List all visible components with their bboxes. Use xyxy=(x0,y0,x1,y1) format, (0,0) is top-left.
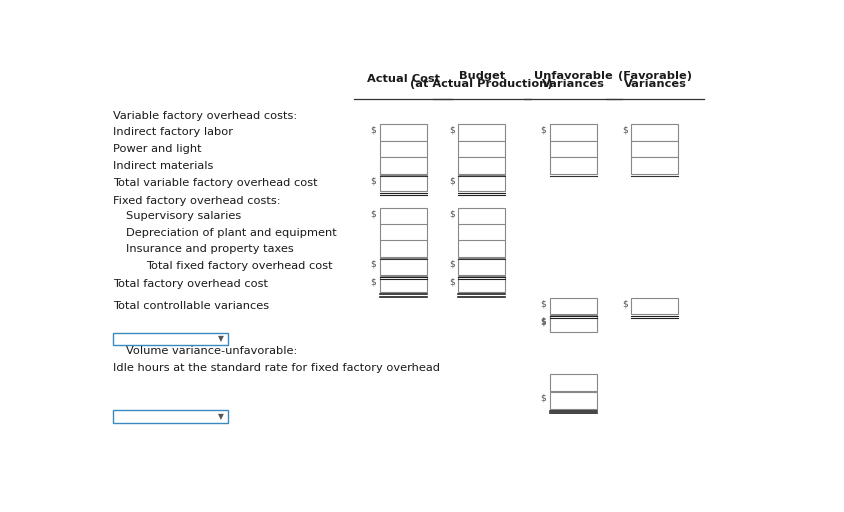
Text: Insurance and property taxes: Insurance and property taxes xyxy=(127,244,295,254)
Text: $: $ xyxy=(371,126,376,135)
Bar xyxy=(113,410,228,422)
Bar xyxy=(549,297,597,314)
Text: $: $ xyxy=(371,210,376,219)
Bar xyxy=(458,276,506,292)
Text: Budget: Budget xyxy=(458,71,505,81)
Text: Power and light: Power and light xyxy=(113,144,202,154)
Text: Variances: Variances xyxy=(624,79,686,89)
Text: Indirect factory labor: Indirect factory labor xyxy=(113,127,233,137)
Bar xyxy=(380,124,427,141)
Text: $: $ xyxy=(449,176,455,185)
Text: Idle hours at the standard rate for fixed factory overhead: Idle hours at the standard rate for fixe… xyxy=(113,363,441,373)
Text: Total controllable variances: Total controllable variances xyxy=(113,301,269,311)
Text: (Favorable): (Favorable) xyxy=(618,71,692,81)
Bar xyxy=(380,208,427,225)
Bar xyxy=(631,124,679,141)
Text: Volume variance-unfavorable:: Volume variance-unfavorable: xyxy=(127,346,298,356)
Text: Total fixed factory overhead cost: Total fixed factory overhead cost xyxy=(146,262,333,271)
Bar xyxy=(458,224,506,241)
Text: Total variable factory overhead cost: Total variable factory overhead cost xyxy=(113,178,318,188)
Bar xyxy=(380,241,427,257)
Bar xyxy=(549,141,597,157)
Text: ▼: ▼ xyxy=(219,412,225,421)
Bar xyxy=(458,258,506,275)
Bar xyxy=(458,208,506,225)
Text: Actual Cost: Actual Cost xyxy=(366,74,440,84)
Bar xyxy=(549,314,597,331)
Bar xyxy=(458,141,506,157)
Text: $: $ xyxy=(541,316,546,325)
Bar xyxy=(458,157,506,174)
Bar xyxy=(380,157,427,174)
Bar xyxy=(549,315,597,332)
Bar xyxy=(113,333,228,345)
Bar xyxy=(380,276,427,292)
Text: $: $ xyxy=(541,300,546,308)
Text: Supervisory salaries: Supervisory salaries xyxy=(127,211,241,221)
Bar xyxy=(549,374,597,391)
Text: $: $ xyxy=(541,126,546,135)
Text: $: $ xyxy=(371,278,376,287)
Bar xyxy=(549,157,597,174)
Text: Unfavorable: Unfavorable xyxy=(533,71,613,81)
Text: $: $ xyxy=(371,260,376,269)
Text: (at Actual Production): (at Actual Production) xyxy=(410,79,553,89)
Text: $: $ xyxy=(449,278,455,287)
Text: $: $ xyxy=(371,176,376,185)
Bar xyxy=(631,297,679,314)
Text: $: $ xyxy=(541,394,546,403)
Text: Depreciation of plant and equipment: Depreciation of plant and equipment xyxy=(127,227,338,238)
Text: $: $ xyxy=(622,300,628,308)
Bar xyxy=(380,224,427,241)
Bar xyxy=(380,175,427,191)
Text: $: $ xyxy=(449,126,455,135)
Bar xyxy=(458,175,506,191)
Text: $: $ xyxy=(622,126,628,135)
Text: Indirect materials: Indirect materials xyxy=(113,161,214,170)
Bar xyxy=(380,258,427,275)
Text: Total factory overhead cost: Total factory overhead cost xyxy=(113,279,268,289)
Bar xyxy=(549,392,597,409)
Text: $: $ xyxy=(541,317,546,326)
Text: Variable factory overhead costs:: Variable factory overhead costs: xyxy=(113,111,298,121)
Text: Fixed factory overhead costs:: Fixed factory overhead costs: xyxy=(113,196,281,206)
Text: Variances: Variances xyxy=(542,79,604,89)
Bar xyxy=(458,124,506,141)
Bar xyxy=(549,124,597,141)
Bar xyxy=(380,141,427,157)
Text: $: $ xyxy=(449,260,455,269)
Bar xyxy=(631,141,679,157)
Bar xyxy=(458,241,506,257)
Text: $: $ xyxy=(449,210,455,219)
Text: ▼: ▼ xyxy=(219,334,225,344)
Bar xyxy=(631,157,679,174)
